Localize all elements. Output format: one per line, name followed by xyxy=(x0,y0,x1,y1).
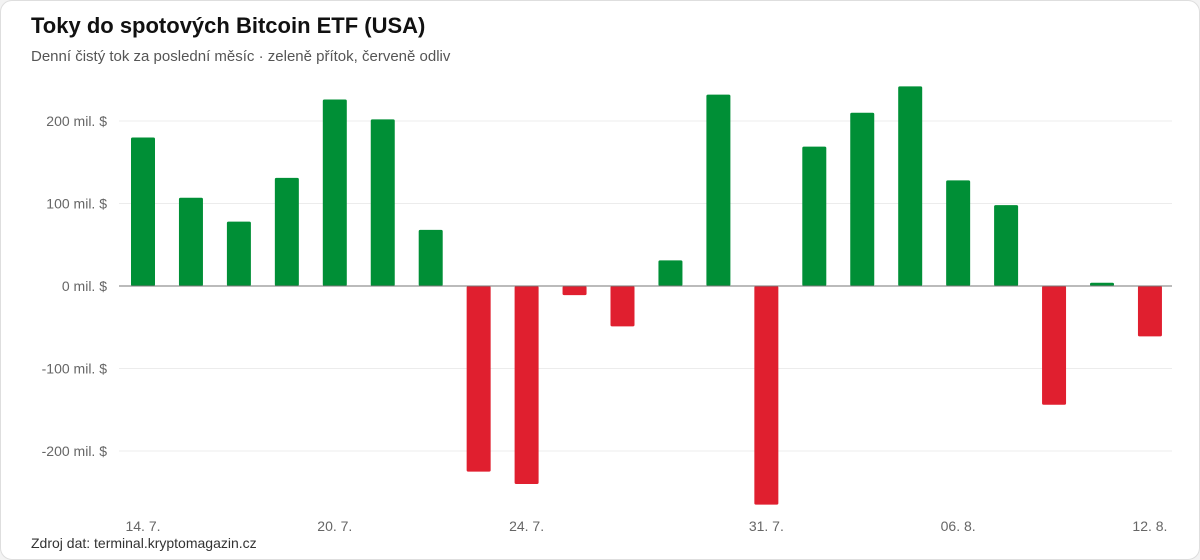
inflow-bar xyxy=(994,205,1019,286)
y-axis-labels: 200 mil. $ 100 mil. $ 0 mil. $ -100 mil. $ -… xyxy=(42,113,108,459)
inflow-bar xyxy=(898,86,923,286)
chart-subtitle: Denní čistý tok za poslední měsíc · zele… xyxy=(31,48,451,65)
x-tick-label: 12. 8. xyxy=(1132,518,1167,534)
inflow-bar xyxy=(370,119,395,286)
x-tick-label: 20. 7. xyxy=(317,518,352,534)
inflow-bar xyxy=(706,94,731,286)
y-tick-label: -100 mil. $ xyxy=(42,361,108,377)
outflow-bar xyxy=(514,286,539,484)
x-axis-labels: 14. 7. 20. 7. 24. 7. 31. 7. 06. 8. 12. 8. xyxy=(125,518,1167,534)
outflow-bar xyxy=(1042,286,1067,405)
outflow-bar xyxy=(610,286,635,327)
y-tick-label: 0 mil. $ xyxy=(62,278,107,294)
x-tick-label: 14. 7. xyxy=(125,518,160,534)
x-tick-label: 06. 8. xyxy=(941,518,976,534)
outflow-bar xyxy=(754,286,779,505)
outflow-bar xyxy=(562,286,587,296)
outflow-bar xyxy=(1137,286,1162,337)
y-tick-label: 100 mil. $ xyxy=(46,196,107,212)
inflow-bar xyxy=(418,229,443,286)
inflow-bar xyxy=(946,180,971,286)
inflow-bar xyxy=(322,99,347,286)
x-tick-label: 31. 7. xyxy=(749,518,784,534)
chart-title: Toky do spotových Bitcoin ETF (USA) xyxy=(31,13,426,38)
inflow-bar xyxy=(178,197,203,286)
inflow-bar xyxy=(850,112,875,286)
y-tick-label: 200 mil. $ xyxy=(46,113,107,129)
inflow-bar xyxy=(226,221,251,286)
data-source: Zdroj dat: terminal.kryptomagazin.cz xyxy=(31,535,257,551)
inflow-bar xyxy=(658,260,683,286)
outflow-bar xyxy=(466,286,491,472)
inflow-bar xyxy=(131,137,155,286)
x-tick-label: 24. 7. xyxy=(509,518,544,534)
inflow-bar xyxy=(1090,282,1114,286)
inflow-bar xyxy=(802,146,827,286)
inflow-bar xyxy=(274,177,299,286)
bars xyxy=(131,86,1162,505)
y-tick-label: -200 mil. $ xyxy=(42,443,108,459)
